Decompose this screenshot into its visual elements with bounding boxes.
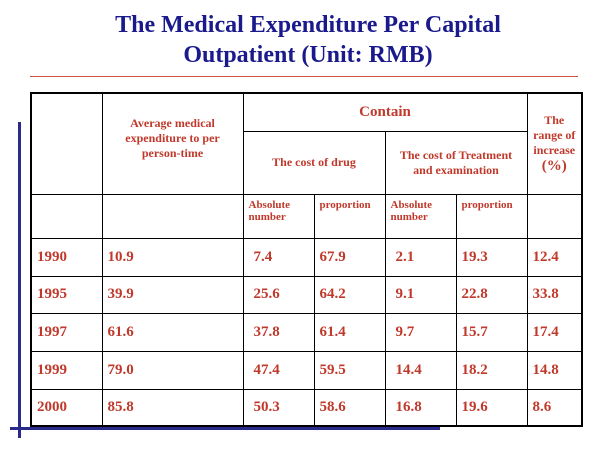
data-cell: 17.4 [526, 312, 583, 352]
header-cell: The range of increase (%) [526, 92, 583, 195]
data-cell: 15.7 [455, 312, 528, 352]
data-cell: 67.9 [313, 237, 386, 277]
data-cell: 59.5 [313, 350, 386, 390]
data-cell: 1995 [30, 275, 103, 314]
data-cell: 25.6 [242, 275, 315, 314]
data-cell: 8.6 [526, 388, 583, 427]
data-cell: 85.8 [101, 388, 244, 427]
title-line: Outpatient (Unit: RMB) [183, 42, 433, 68]
subheader-cell: Absolute number [384, 193, 457, 239]
header-text: The range of increase [533, 112, 576, 157]
data-cell: 18.2 [455, 350, 528, 390]
data-cell: 9.7 [384, 312, 457, 352]
data-cell: 16.8 [384, 388, 457, 427]
bracket [10, 427, 440, 430]
data-cell: 39.9 [101, 275, 244, 314]
table: Average medical expenditure to per perso… [30, 92, 583, 427]
data-cell: 1997 [30, 312, 103, 352]
data-cell: 1990 [30, 237, 103, 277]
empty-cell [526, 193, 583, 239]
empty-cell [30, 193, 103, 239]
table-body: Average medical expenditure to per perso… [30, 92, 583, 427]
subheader-cell: proportion [455, 193, 528, 239]
subheader-cell: proportion [313, 193, 386, 239]
data-cell: 1999 [30, 350, 103, 390]
empty-cell [101, 193, 244, 239]
data-cell: 33.8 [526, 275, 583, 314]
header-row: The cost of drug The cost of Treatment a… [31, 130, 582, 195]
data-cell: 61.6 [101, 312, 244, 352]
title-line: The Medical Expenditure Per Capital [115, 12, 501, 38]
data-cell: 79.0 [101, 350, 244, 390]
data-cell: 37.8 [242, 312, 315, 352]
data-cell: 19.6 [455, 388, 528, 427]
data-row: 1990 10.9 7.4 67.9 2.1 19.3 12.4 [30, 237, 583, 277]
empty-cell [30, 92, 103, 195]
header-cell: The cost of Treatment and examination [384, 130, 528, 195]
subheader-row: Absolute number proportion Absolute number… [30, 193, 583, 239]
divider [30, 76, 578, 77]
data-row: 2000 85.8 50.3 58.6 16.8 19.6 8.6 [30, 388, 583, 427]
header-cell: The cost of drug [242, 130, 386, 195]
data-cell: 61.4 [313, 312, 386, 352]
subheader-cell: Absolute number [242, 193, 315, 239]
data-cell: 22.8 [455, 275, 528, 314]
header-text: (%) [541, 157, 567, 174]
data-cell: 7.4 [242, 237, 315, 277]
bracket [18, 122, 21, 438]
header-cell: Average medical expenditure to per perso… [101, 92, 244, 195]
data-cell: 9.1 [384, 275, 457, 314]
data-cell: 2.1 [384, 237, 457, 277]
data-cell: 14.8 [526, 350, 583, 390]
data-cell: 14.4 [384, 350, 457, 390]
data-cell: 58.6 [313, 388, 386, 427]
data-cell: 10.9 [101, 237, 244, 277]
data-cell: 2000 [30, 388, 103, 427]
data-row: 1997 61.6 37.8 61.4 9.7 15.7 17.4 [30, 312, 583, 352]
data-row: 1999 79.0 47.4 59.5 14.4 18.2 14.8 [30, 350, 583, 390]
data-row: 1995 39.9 25.6 64.2 9.1 22.8 33.8 [30, 275, 583, 314]
data-cell: 64.2 [313, 275, 386, 314]
data-cell: 19.3 [455, 237, 528, 277]
header-row: Average medical expenditure to per perso… [30, 92, 583, 195]
data-cell: 50.3 [242, 388, 315, 427]
data-cell: 47.4 [242, 350, 315, 390]
header-cell: Contain [242, 92, 528, 132]
data-cell: 12.4 [526, 237, 583, 277]
